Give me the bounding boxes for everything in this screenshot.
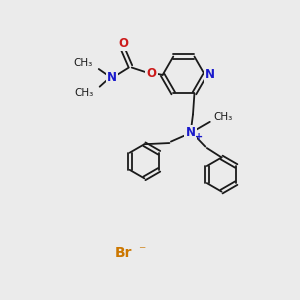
Text: N: N (186, 126, 196, 139)
Text: CH₃: CH₃ (74, 88, 94, 98)
Text: Br: Br (115, 246, 132, 260)
Text: N: N (107, 71, 117, 84)
Text: N: N (206, 68, 215, 81)
Text: ⁻: ⁻ (138, 244, 146, 258)
Text: O: O (146, 67, 157, 80)
Text: +: + (195, 132, 203, 142)
Text: O: O (118, 37, 128, 50)
Text: CH₃: CH₃ (214, 112, 233, 122)
Text: CH₃: CH₃ (74, 58, 93, 68)
